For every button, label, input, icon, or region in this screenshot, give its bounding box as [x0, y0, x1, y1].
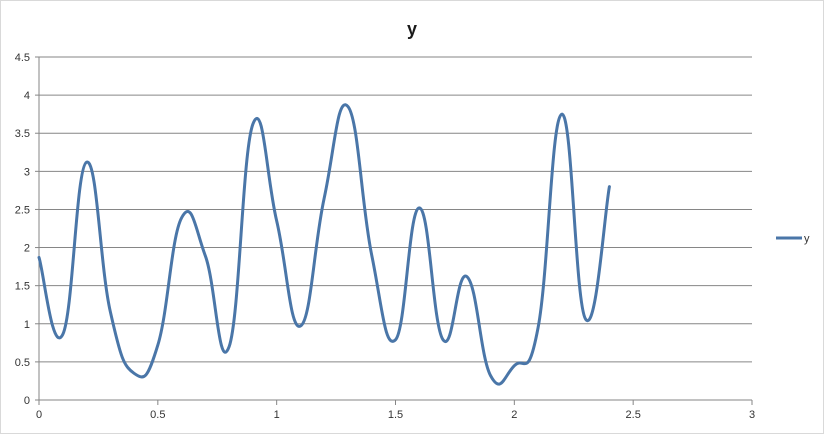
y-tick-label: 1	[24, 319, 30, 331]
legend-label: y	[804, 233, 810, 245]
x-tick-label: 2	[511, 409, 517, 421]
legend: y	[776, 233, 810, 245]
y-tick-label: 0.5	[15, 357, 30, 369]
x-tick-label: 1	[274, 409, 280, 421]
series-layer	[37, 103, 611, 386]
y-tick-label: 4	[24, 90, 30, 102]
x-tick-label: 2.5	[626, 409, 641, 421]
gridlines	[39, 56, 752, 363]
y-tick-label: 3	[24, 166, 30, 178]
x-tick-label: 1.5	[388, 409, 403, 421]
x-axis-tick-labels: 0 0.5 1 1.5 2 2.5 3	[36, 409, 755, 421]
y-tick-label: 4.5	[15, 52, 30, 64]
y-tick-label: 3.5	[15, 128, 30, 140]
y-tick-label: 1.5	[15, 281, 30, 293]
x-tick-label: 3	[749, 409, 755, 421]
series-line	[37, 103, 611, 386]
y-tick-label: 2.5	[15, 204, 30, 216]
y-tick-label: 0	[24, 395, 30, 407]
y-axis-tick-labels: 0 0.5 1 1.5 2 2.5 3 3.5 4 4.5	[15, 52, 30, 407]
x-tick-label: 0	[36, 409, 42, 421]
axes	[35, 56, 753, 405]
x-tick-label: 0.5	[150, 409, 165, 421]
y-tick-label: 2	[24, 243, 30, 255]
chart-title: y	[407, 19, 417, 39]
